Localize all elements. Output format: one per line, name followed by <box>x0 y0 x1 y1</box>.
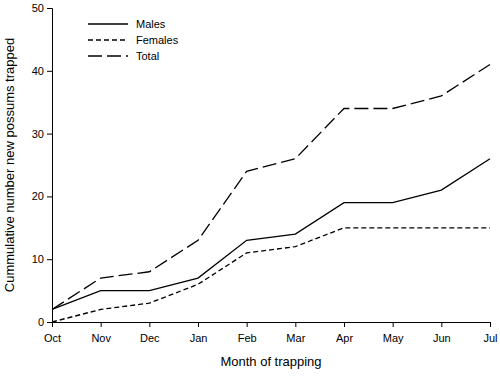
y-tick-mark <box>47 71 52 72</box>
x-tick-mark <box>490 322 491 327</box>
legend-label: Total <box>136 50 159 62</box>
x-tick: Apr <box>336 322 353 344</box>
x-axis-title: Month of trapping <box>220 354 321 369</box>
x-tick: Jul <box>483 322 497 344</box>
legend-swatch <box>88 23 128 24</box>
x-tick: Mar <box>286 322 305 344</box>
x-tick-mark <box>149 322 150 327</box>
legend-item: Females <box>88 34 179 46</box>
legend-swatch <box>88 55 128 56</box>
y-tick-label: 30 <box>32 128 44 140</box>
y-tick-label: 10 <box>32 253 44 265</box>
y-axis-title: Cummulative number new possums trapped <box>2 38 17 292</box>
x-tick: Feb <box>238 322 257 344</box>
x-tick-mark <box>101 322 102 327</box>
x-tick-label: Jul <box>483 332 497 344</box>
y-tick-label: 0 <box>38 316 44 328</box>
x-tick-label: Jun <box>433 332 451 344</box>
x-axis: Oct Nov Dec Jan Feb Mar Apr May Jun Jul <box>44 322 498 344</box>
plot: Oct Nov Dec Jan Feb Mar Apr May Jun Jul 0 10 20 30 40 5… <box>32 2 498 344</box>
y-tick: 20 <box>32 190 52 202</box>
y-tick-label: 40 <box>32 65 44 77</box>
legend-label: Males <box>136 18 166 30</box>
legend-item: Males <box>88 18 166 30</box>
x-tick-label: Nov <box>91 332 111 344</box>
y-tick-mark <box>47 322 52 323</box>
x-tick: Dec <box>140 322 160 344</box>
y-axis-line <box>47 9 53 323</box>
x-tick-label: May <box>383 332 404 344</box>
x-axis-line <box>53 323 491 328</box>
x-tick-mark <box>295 322 296 327</box>
x-tick-mark <box>393 322 394 327</box>
y-tick-label: 20 <box>32 190 44 202</box>
x-tick: Jun <box>433 322 451 344</box>
x-tick-label: Feb <box>238 332 257 344</box>
x-tick-label: Apr <box>336 332 353 344</box>
legend-item: Total <box>88 50 159 62</box>
x-tick: Oct <box>44 322 61 344</box>
series-line <box>52 65 490 310</box>
x-tick-label: Jan <box>190 332 208 344</box>
chart: Oct Nov Dec Jan Feb Mar Apr May Jun Jul 0 10 20 30 40 5… <box>0 0 500 376</box>
x-tick-label: Dec <box>140 332 160 344</box>
y-tick: 0 <box>38 316 52 328</box>
y-tick-mark <box>47 259 52 260</box>
y-tick: 30 <box>32 128 52 140</box>
legend: Males Females Total <box>88 18 179 62</box>
y-tick-mark <box>47 8 52 9</box>
x-tick: May <box>383 322 404 344</box>
y-tick-mark <box>47 196 52 197</box>
x-tick: Nov <box>91 322 111 344</box>
x-tick-mark <box>344 322 345 327</box>
y-tick-mark <box>47 134 52 135</box>
series-line <box>52 228 490 322</box>
lines <box>52 65 490 322</box>
x-tick-mark <box>441 322 442 327</box>
y-tick: 40 <box>32 65 52 77</box>
y-tick: 50 <box>32 2 52 14</box>
legend-label: Females <box>136 34 179 46</box>
y-axis: 0 10 20 30 40 50 <box>32 2 53 328</box>
x-tick-mark <box>198 322 199 327</box>
x-tick-label: Mar <box>286 332 305 344</box>
y-tick-label: 50 <box>32 2 44 14</box>
y-tick: 10 <box>32 253 52 265</box>
x-tick-mark <box>247 322 248 327</box>
legend-swatch <box>88 39 128 40</box>
x-tick: Jan <box>190 322 208 344</box>
series-line <box>52 159 490 310</box>
x-tick-label: Oct <box>44 332 61 344</box>
